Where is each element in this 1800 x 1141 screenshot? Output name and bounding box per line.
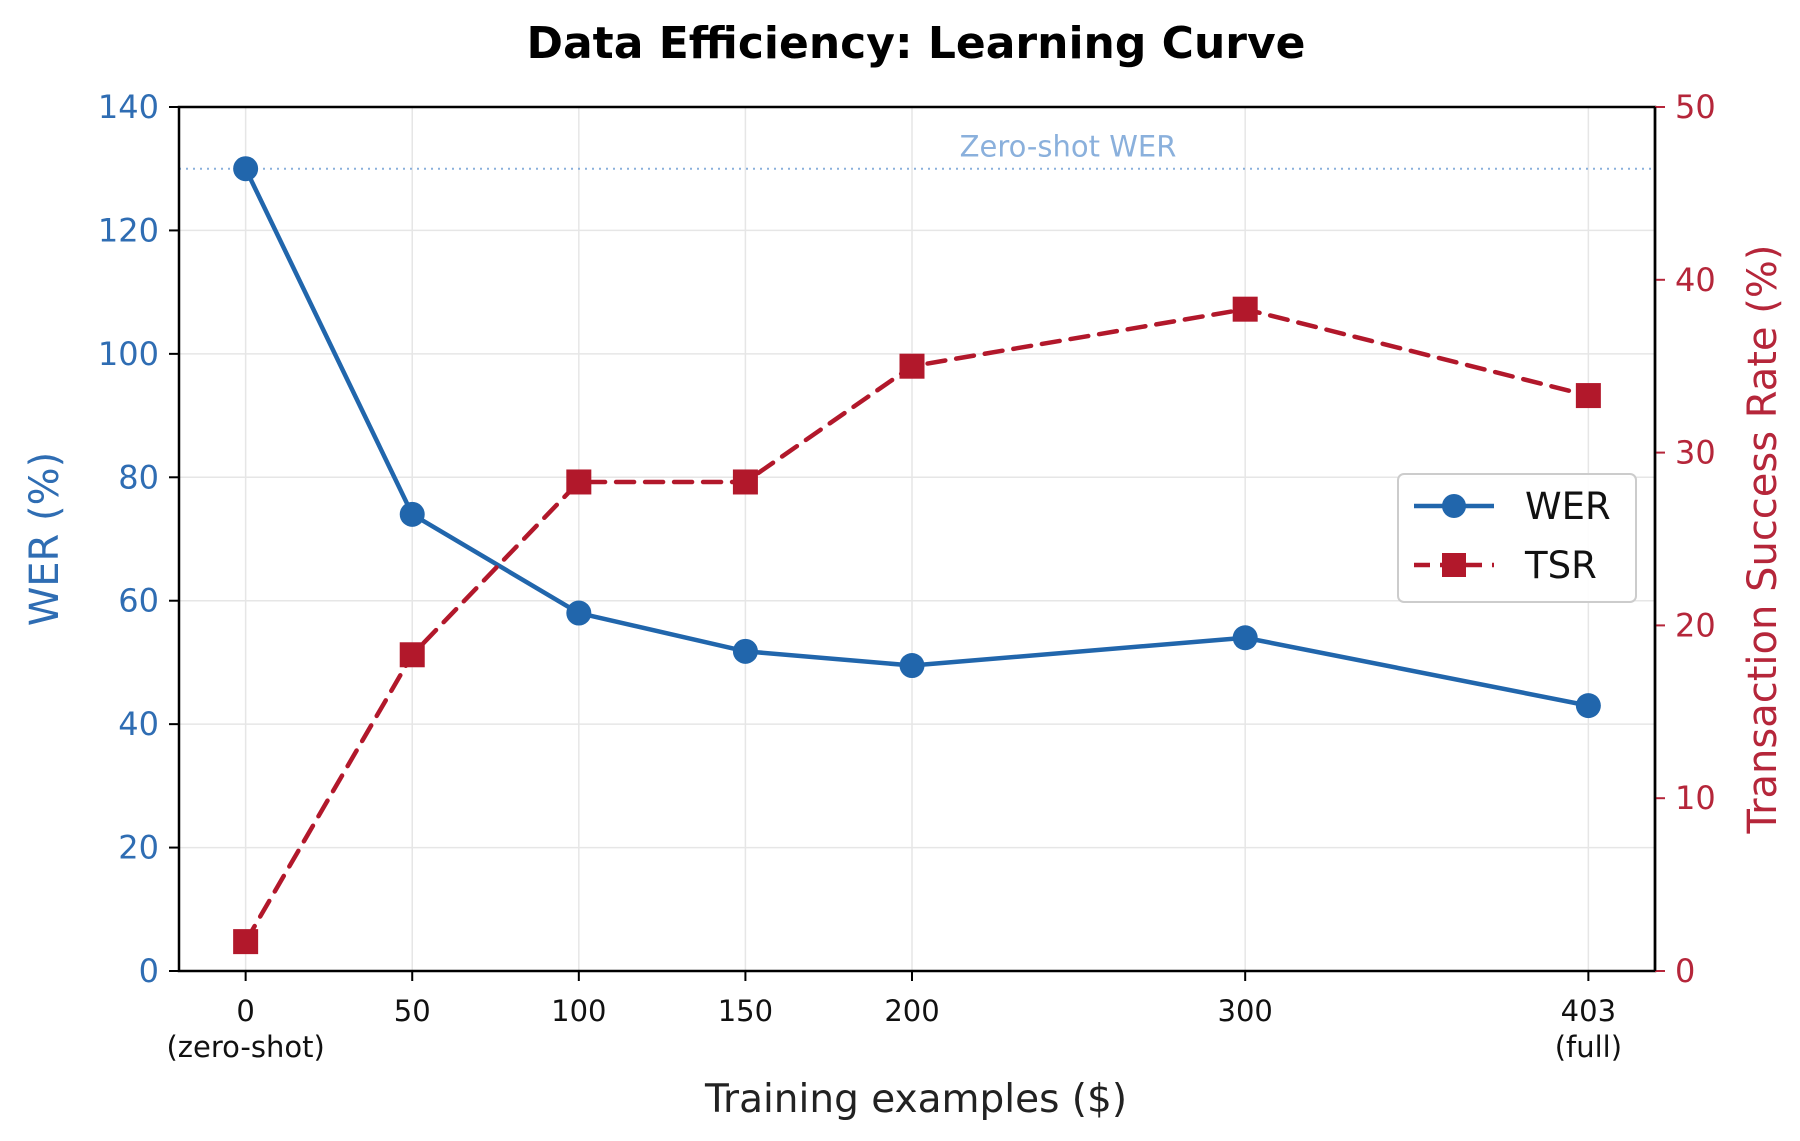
right-tick-label: 50 — [1675, 88, 1716, 126]
wer-series-line — [243, 166, 1591, 708]
left-tick-label: 40 — [118, 705, 159, 743]
zero-shot-reference-label: Zero-shot WER — [960, 130, 1177, 164]
x-tick-label: 300 — [1218, 994, 1273, 1028]
tsr-point — [732, 469, 758, 495]
legend-wer-marker — [1442, 494, 1466, 518]
left-tick-label: 80 — [118, 458, 159, 496]
right-y-axis: 0 10 20 30 40 50 — [1653, 88, 1716, 990]
tsr-point — [566, 469, 592, 495]
left-tick-label: 100 — [98, 335, 159, 373]
wer-point — [399, 501, 425, 527]
right-y-axis-label: Transaction Success Rate (%) — [1740, 245, 1786, 835]
left-y-axis: 0 20 40 60 80 100 120 140 — [98, 88, 179, 990]
tsr-point — [1575, 383, 1601, 409]
wer-point — [1575, 693, 1601, 719]
right-tick-label: 10 — [1675, 779, 1716, 817]
tsr-point — [899, 353, 925, 379]
chart-title: Data Efficiency: Learning Curve — [526, 18, 1305, 69]
wer-point — [233, 156, 259, 182]
legend-wer-label: WER — [1525, 485, 1611, 528]
x-axis: 0(zero-shot) 50 100 150 200 300 403(full) — [166, 971, 1622, 1064]
x-tick-label: 403 — [1561, 994, 1616, 1028]
x-tick-sublabel: (full) — [1555, 1030, 1622, 1064]
tsr-point — [1232, 296, 1258, 322]
wer-point — [1232, 625, 1258, 651]
x-tick-label: 50 — [394, 994, 431, 1028]
tsr-series-line — [243, 306, 1591, 944]
tsr-point — [399, 642, 425, 668]
legend: WER TSR — [1397, 473, 1637, 603]
x-axis-label: Training examples ($) — [704, 1077, 1127, 1122]
series-group — [233, 156, 1601, 955]
x-tick-label: 100 — [551, 994, 606, 1028]
reference-line-group: Zero-shot WER — [179, 130, 1655, 170]
right-tick-label: 20 — [1675, 606, 1716, 644]
right-tick-label: 40 — [1675, 261, 1716, 299]
legend-tsr-marker — [1442, 553, 1466, 577]
wer-point — [899, 653, 925, 679]
right-tick-label: 30 — [1675, 434, 1716, 472]
x-tick-sublabel: (zero-shot) — [166, 1030, 324, 1064]
left-tick-label: 0 — [139, 952, 159, 990]
x-tick-label: 200 — [884, 994, 939, 1028]
x-tick-label: 150 — [718, 994, 773, 1028]
left-tick-label: 140 — [98, 88, 159, 126]
legend-tsr-label: TSR — [1524, 544, 1597, 587]
left-tick-label: 20 — [118, 829, 159, 867]
wer-point — [732, 638, 758, 664]
left-y-axis-label: WER (%) — [22, 452, 68, 627]
tsr-point — [233, 929, 259, 955]
left-tick-label: 120 — [98, 211, 159, 249]
x-tick-label: 0 — [236, 994, 254, 1028]
right-tick-label: 0 — [1675, 952, 1695, 990]
left-tick-label: 60 — [118, 582, 159, 620]
wer-point — [566, 600, 592, 626]
